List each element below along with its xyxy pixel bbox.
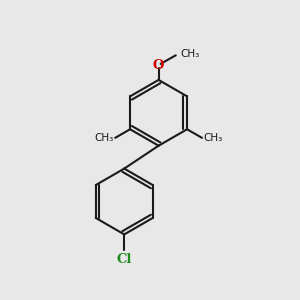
Text: CH₃: CH₃	[203, 133, 223, 143]
Text: CH₃: CH₃	[180, 49, 199, 59]
Text: O: O	[153, 59, 164, 72]
Text: CH₃: CH₃	[94, 133, 114, 143]
Text: Cl: Cl	[116, 253, 132, 266]
